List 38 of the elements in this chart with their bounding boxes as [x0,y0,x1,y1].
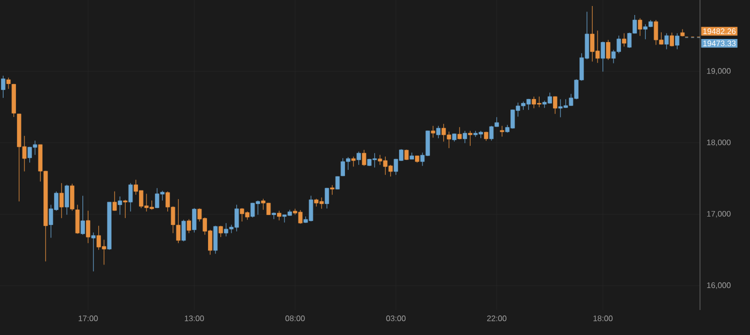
candlestick [192,208,196,233]
candlestick [462,130,468,144]
candlestick [622,32,626,47]
candlestick [128,182,133,212]
candlestick [553,96,558,114]
candlestick [430,126,436,138]
candlestick [330,184,334,196]
candlestick [6,77,11,90]
candlestick [356,151,361,166]
candlestick [468,130,472,146]
candlestick [91,232,96,272]
candlestick [75,204,80,234]
candlestick [86,210,90,244]
candlestick [1,75,6,98]
candlestick [606,40,610,60]
candlestick [80,195,85,236]
candlestick [182,219,186,242]
candlestick [123,199,128,218]
candlestick [404,149,409,160]
candlestick [112,191,117,212]
candlestick [436,126,440,139]
candlestick [186,218,192,234]
candlestick [351,156,356,167]
candlestick [500,126,504,137]
candlestick [70,183,74,212]
candlestick [600,41,605,72]
candlestick [64,184,69,216]
candlestick [457,126,462,140]
candlestick [277,210,282,221]
candlestick [362,150,366,166]
candlestick [638,18,642,36]
candlestick [59,182,64,218]
candlestick [335,176,340,190]
candlestick [670,32,674,47]
candlestick [118,196,122,216]
candlestick [324,188,330,209]
candlestick [675,32,680,50]
candlestick [664,32,669,50]
